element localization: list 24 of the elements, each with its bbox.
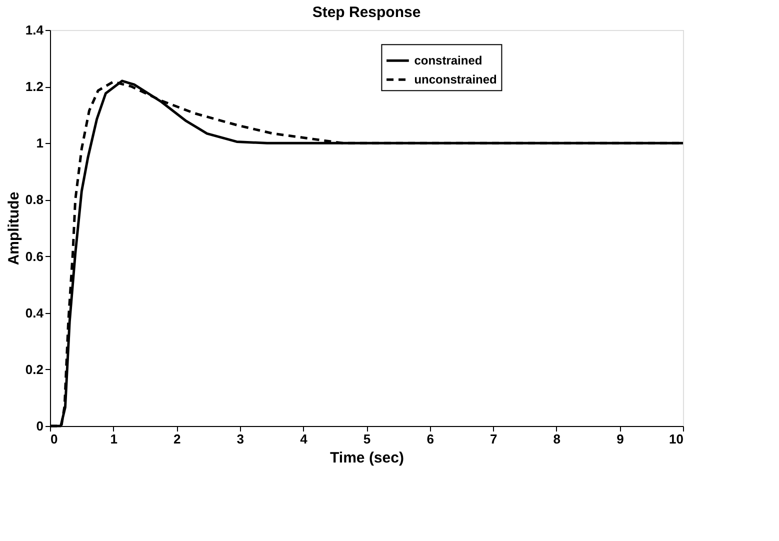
- y-tick-label: 1: [36, 136, 44, 151]
- y-tick-label: 1.2: [25, 79, 44, 94]
- y-tick-label: 0.2: [25, 362, 44, 377]
- x-tick-label: 7: [490, 432, 498, 446]
- y-tick-label: 0.8: [25, 192, 44, 208]
- x-tick-label: 4: [300, 432, 308, 446]
- x-axis-title: Time (sec): [330, 450, 404, 466]
- y-axis-title: Amplitude: [5, 192, 22, 266]
- x-tick-label: 10: [669, 432, 684, 446]
- x-tick-label: 6: [426, 432, 434, 446]
- x-tick-label: 9: [616, 432, 624, 446]
- x-tick-label: 0: [50, 432, 58, 446]
- y-tick-label: 0.6: [25, 248, 44, 264]
- x-tick-label: 3: [236, 432, 244, 446]
- y-tick-label: 0.4: [25, 305, 44, 320]
- legend-label: unconstrained: [414, 72, 497, 87]
- x-tick-label: 1: [110, 432, 118, 446]
- y-tick-label: 0: [36, 418, 44, 434]
- x-tick-label: 8: [553, 432, 561, 446]
- chart-title: Step Response: [312, 4, 421, 21]
- x-tick-label: 2: [173, 432, 181, 446]
- y-tick-label: 1.4: [25, 22, 44, 38]
- legend-label: constrained: [414, 54, 482, 68]
- x-tick-label: 5: [363, 432, 371, 446]
